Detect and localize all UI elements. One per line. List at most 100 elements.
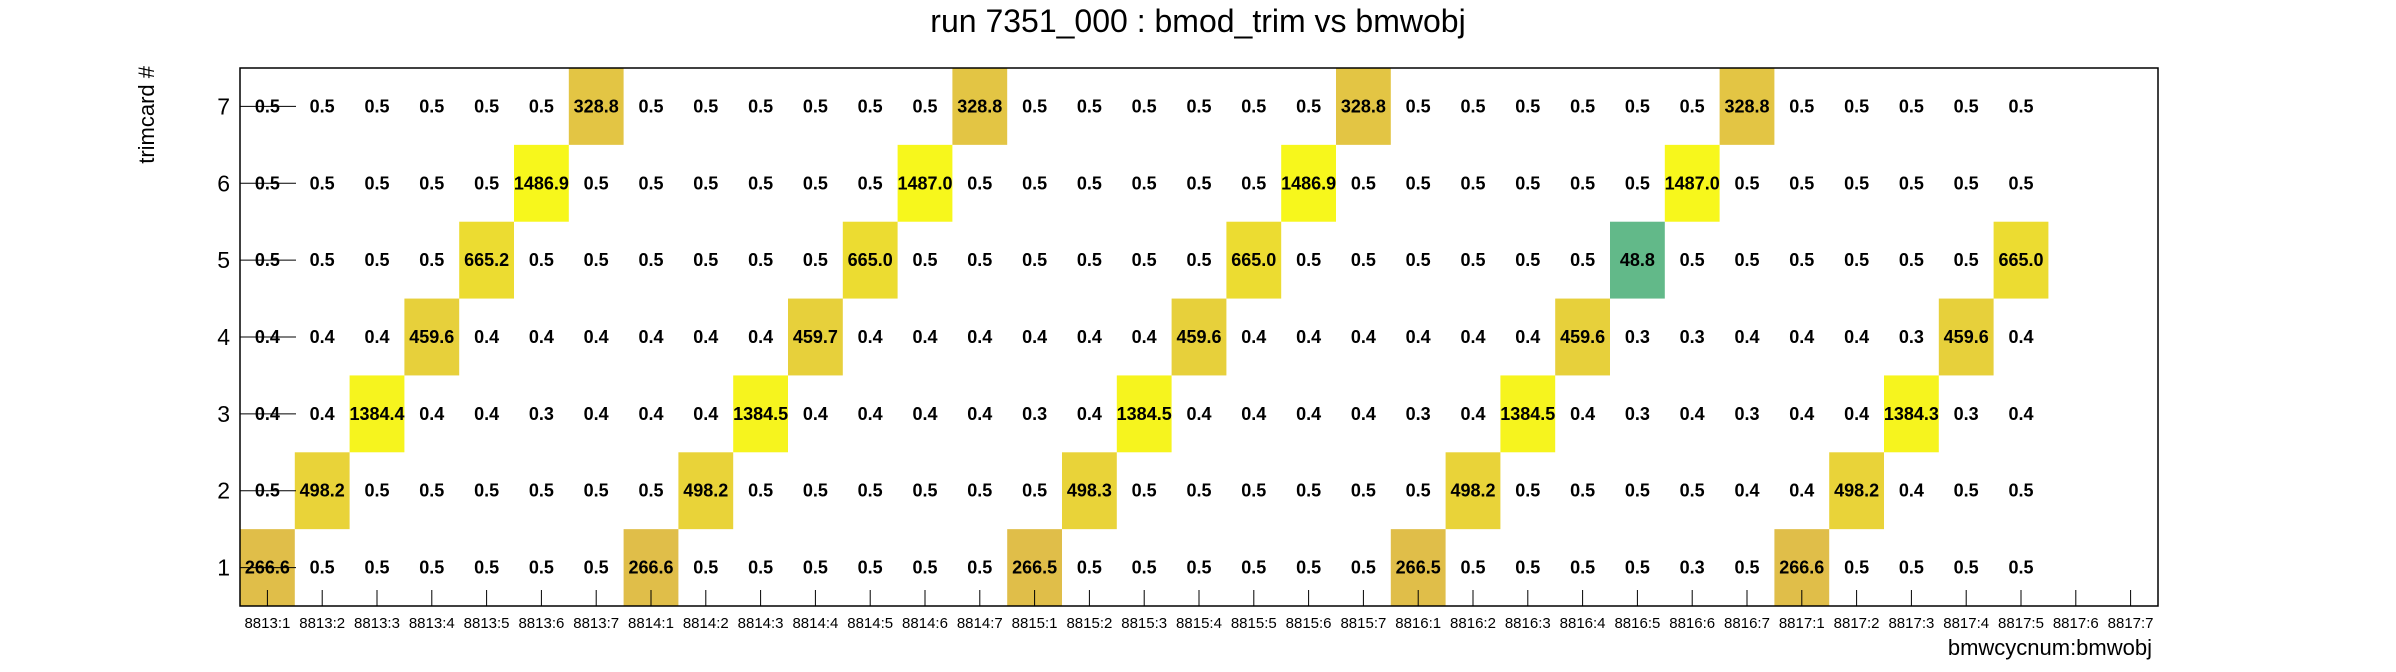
cell-value-label: 0.5 — [1625, 173, 1650, 193]
x-tick-label: 8817:4 — [1943, 615, 1989, 632]
cell-value-label: 0.5 — [1406, 250, 1431, 270]
cell-value-label: 0.4 — [364, 327, 389, 347]
x-tick-label: 8816:1 — [1395, 615, 1441, 632]
cell-value-label: 0.5 — [1241, 558, 1266, 578]
cell-value-label: 0.5 — [693, 96, 718, 116]
heatmap-cell — [788, 298, 843, 376]
cell-value-label: 48.8 — [1620, 250, 1655, 270]
cell-value-label: 0.3 — [1954, 404, 1979, 424]
heatmap-cell — [1938, 298, 1994, 376]
cell-value-label: 0.4 — [584, 404, 609, 424]
cell-value-label: 0.5 — [693, 558, 718, 578]
cell-value-label: 0.4 — [1022, 327, 1047, 347]
cell-value-label: 0.4 — [529, 327, 554, 347]
cell-value-label: 0.5 — [1625, 481, 1650, 501]
x-tick-label: 8817:3 — [1888, 615, 1934, 632]
x-tick-label: 8816:6 — [1669, 615, 1715, 632]
cell-value-label: 0.5 — [1132, 558, 1157, 578]
cell-value-label: 1486.9 — [514, 173, 569, 193]
cell-value-label: 0.5 — [364, 96, 389, 116]
cell-value-label: 0.4 — [1734, 481, 1759, 501]
cell-value-label: 0.4 — [1899, 481, 1924, 501]
y-tick-label: 4 — [217, 324, 230, 350]
heatmap-cell — [1555, 298, 1610, 376]
y-axis-ticks: 1 2 3 4 5 6 7 — [217, 93, 296, 581]
x-tick-label: 8815:5 — [1231, 615, 1277, 632]
cell-value-label: 459.6 — [1176, 327, 1221, 347]
cell-value-label: 0.5 — [1844, 96, 1869, 116]
heatmap-cell — [459, 221, 514, 299]
cell-value-label: 0.5 — [1789, 250, 1814, 270]
x-tick-label: 8816:3 — [1505, 615, 1551, 632]
cell-value-label: 0.5 — [1954, 250, 1979, 270]
cell-value-label: 0.5 — [1954, 558, 1979, 578]
cell-value-label: 0.5 — [1296, 250, 1321, 270]
cell-value-label: 0.5 — [1734, 250, 1759, 270]
heatmap-cell — [349, 375, 405, 453]
cell-value-label: 0.4 — [1351, 404, 1376, 424]
cell-value-label: 498.2 — [1450, 481, 1495, 501]
x-tick-label: 8817:7 — [2108, 615, 2154, 632]
heatmap-cell — [514, 144, 569, 222]
cell-value-label: 665.0 — [848, 250, 893, 270]
heatmap-cell — [1664, 144, 1720, 222]
cell-value-label: 0.4 — [1077, 327, 1102, 347]
cell-value-label: 0.3 — [1406, 404, 1431, 424]
x-tick-label: 8813:7 — [573, 615, 619, 632]
cell-value-label: 0.5 — [1296, 481, 1321, 501]
cell-value-label: 328.8 — [1341, 96, 1386, 116]
cell-value-label: 0.4 — [693, 404, 718, 424]
cell-value-label: 0.4 — [584, 327, 609, 347]
cell-value-label: 0.5 — [1570, 173, 1595, 193]
cell-value-label: 0.5 — [1570, 250, 1595, 270]
cell-value-label: 0.4 — [1515, 327, 1540, 347]
cell-value-label: 498.2 — [683, 481, 728, 501]
heatmap-cell — [1445, 452, 1501, 530]
cell-value-label: 0.5 — [912, 481, 937, 501]
cell-value-label: 0.4 — [1077, 404, 1102, 424]
heatmap-cell — [1993, 221, 2049, 299]
cell-value-label: 0.5 — [1077, 173, 1102, 193]
cell-value-label: 1486.9 — [1281, 173, 1336, 193]
heatmap-cell — [842, 221, 898, 299]
heatmap-cell — [1062, 452, 1117, 530]
cell-value-label: 0.5 — [1844, 173, 1869, 193]
cell-value-label: 0.4 — [967, 327, 992, 347]
cell-value-label: 0.5 — [1351, 481, 1376, 501]
cell-value-label: 0.5 — [2008, 481, 2033, 501]
cell-value-label: 0.4 — [1789, 404, 1814, 424]
cell-value-label: 0.5 — [693, 173, 718, 193]
cell-value-label: 1384.5 — [733, 404, 788, 424]
x-tick-label: 8813:4 — [409, 615, 455, 632]
cell-value-label: 0.5 — [419, 173, 444, 193]
cell-value-label: 459.7 — [793, 327, 838, 347]
cell-value-label: 459.6 — [1560, 327, 1605, 347]
cell-value-label: 0.5 — [1625, 558, 1650, 578]
cell-value-label: 0.5 — [1899, 250, 1924, 270]
cell-value-label: 0.5 — [1241, 173, 1266, 193]
cell-value-label: 0.4 — [638, 327, 663, 347]
cell-value-label: 459.6 — [409, 327, 454, 347]
y-axis-title: trimcard # — [134, 65, 159, 164]
cell-value-label: 0.5 — [1680, 481, 1705, 501]
cell-value-label: 0.5 — [1186, 96, 1211, 116]
cell-value-label: 0.5 — [474, 481, 499, 501]
cell-value-label: 0.5 — [1460, 173, 1485, 193]
cell-value-label: 0.5 — [748, 481, 773, 501]
cell-value-label: 0.5 — [474, 558, 499, 578]
cell-value-label: 0.5 — [803, 96, 828, 116]
cell-value-label: 0.5 — [858, 481, 883, 501]
x-tick-label: 8814:4 — [792, 615, 838, 632]
cell-value-label: 0.5 — [584, 250, 609, 270]
cell-value-label: 0.5 — [1241, 481, 1266, 501]
cell-value-label: 665.0 — [1998, 250, 2043, 270]
cell-value-label: 0.5 — [2008, 96, 2033, 116]
heatmap-cell — [897, 144, 953, 222]
cell-value-label: 0.5 — [803, 558, 828, 578]
y-tick-label: 2 — [217, 478, 230, 504]
cell-value-label: 0.5 — [1954, 481, 1979, 501]
cell-value-label: 0.4 — [474, 327, 499, 347]
cell-value-label: 0.5 — [1844, 250, 1869, 270]
cell-value-label: 0.5 — [912, 558, 937, 578]
